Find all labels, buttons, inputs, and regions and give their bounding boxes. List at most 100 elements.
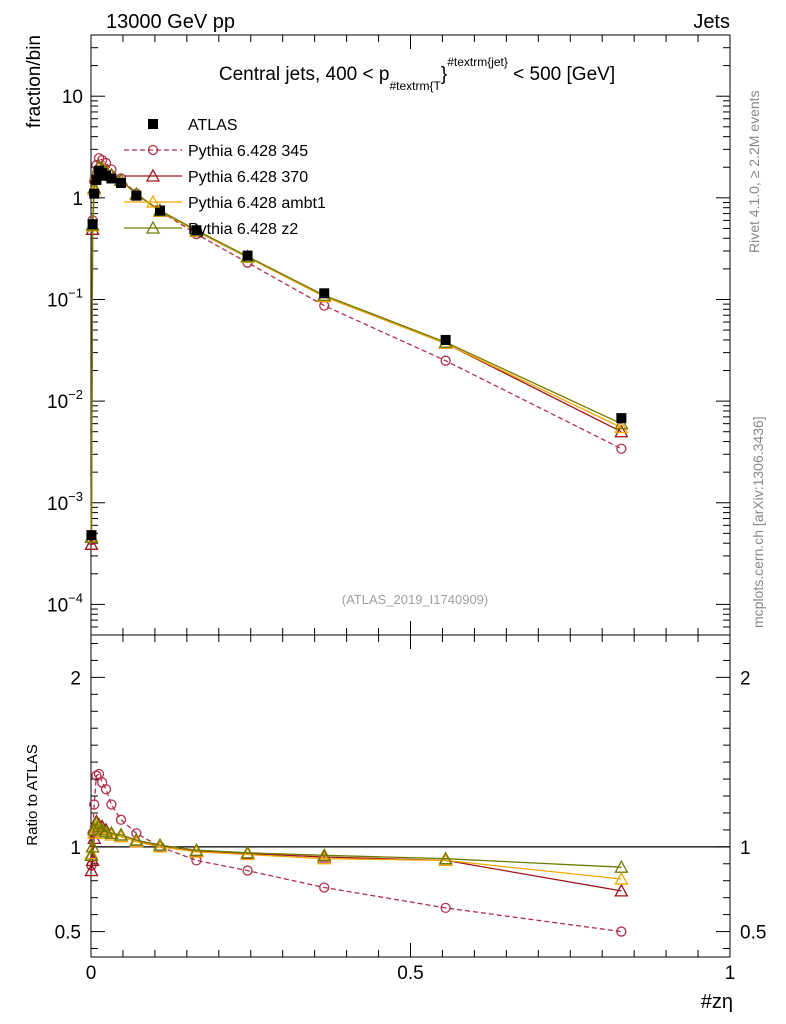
ratio-series-pythia-6-428-ambt1 — [84, 819, 629, 885]
ratio-point — [317, 851, 332, 865]
main-y-tick-label-value: 10 — [62, 87, 83, 108]
legend-label: Pythia 6.428 ambt1 — [188, 195, 326, 212]
ratio-point — [115, 814, 127, 825]
main-y-axis-label: fraction/bin — [24, 35, 45, 128]
main-y-tick-label: 10 — [62, 87, 83, 108]
ratio-y-tick-label: 1 — [70, 838, 81, 859]
series-pythia-6-428-345 — [86, 153, 627, 546]
mcplots-credit-label: mcplots.cern.ch [arXiv:1306.3436] — [750, 416, 766, 628]
ratio-y-axis-label: Ratio to ATLAS — [24, 744, 41, 845]
title-end: < 500 [GeV] — [508, 64, 615, 85]
header-right: Jets — [693, 11, 730, 33]
ratio-series-line — [90, 773, 622, 933]
series-pythia-6-428-ambt1 — [84, 159, 629, 543]
ratio-point — [438, 853, 453, 867]
main-y-tick-label-value: 1 — [72, 189, 83, 210]
ratio-point — [91, 819, 107, 833]
data-point — [116, 177, 127, 188]
data-point — [155, 205, 166, 216]
data-point — [614, 420, 629, 434]
legend-entry-pythia-6-428-345: Pythia 6.428 345 — [124, 143, 308, 160]
rivet-version-label: Rivet 4.1.0, ≥ 2.2M events — [746, 90, 762, 253]
ratio-y-tick-label: 0.5 — [55, 923, 81, 944]
ratio-point — [614, 871, 629, 885]
series-line — [90, 165, 622, 538]
series-line — [90, 166, 622, 538]
data-point — [86, 530, 97, 541]
title-superscript: #textrm{jet} — [447, 55, 508, 69]
ratio-point — [84, 846, 99, 860]
main-y-tick-label: 10−2 — [47, 387, 83, 413]
legend-label: Pythia 6.428 345 — [188, 143, 308, 160]
title-main-text: Central jets, 400 < p — [219, 64, 390, 85]
main-y-tick-label: 1 — [72, 189, 83, 210]
ratio-point — [317, 847, 332, 861]
ratio-series-pythia-6-428-z2 — [84, 815, 629, 873]
ratio-point — [106, 799, 117, 810]
ratio-point — [84, 847, 99, 861]
data-point — [440, 334, 451, 345]
main-title: Central jets, 400 < p#textrm{T}#textrm{j… — [219, 55, 615, 93]
ratio-point — [152, 839, 168, 853]
data-point — [614, 424, 629, 438]
ratio-point — [240, 845, 255, 859]
main-y-tick-label-base: 10 — [47, 290, 68, 311]
analysis-watermark: (ATLAS_2019_I1740909) — [342, 592, 488, 607]
ratio-series-line — [90, 821, 622, 868]
legend-marker — [147, 144, 159, 156]
legend-marker — [145, 194, 161, 208]
x-tick-label: 0.5 — [397, 963, 423, 984]
ratio-point — [614, 859, 629, 873]
main-y-tick-label-exp: −2 — [68, 387, 83, 402]
data-point — [614, 416, 629, 430]
ratio-point — [616, 926, 627, 937]
ratio-point — [113, 827, 129, 841]
ratio-y-tick-label: 2 — [70, 668, 81, 689]
legend-entry-pythia-6-428-ambt1: Pythia 6.428 ambt1 — [124, 194, 326, 212]
x-tick-label: 1 — [725, 963, 736, 984]
ratio-plot-frame — [90, 634, 731, 958]
ratio-y-tick-label-right: 1 — [740, 838, 751, 859]
ratio-series-line — [90, 825, 622, 880]
ratio-panel: Ratio to ATLAS #zη 0 0.5 10.5 0.51 12 2 — [24, 634, 766, 1013]
ratio-y-tick-label-right: 0.5 — [740, 923, 766, 944]
data-point — [440, 355, 451, 366]
legend-entry-pythia-6-428-z2: Pythia 6.428 z2 — [124, 220, 298, 238]
ratio-point — [131, 828, 142, 839]
ratio-point — [100, 784, 112, 795]
legend-entry-pythia-6-428-370: Pythia 6.428 370 — [124, 168, 308, 186]
data-point — [616, 413, 627, 424]
ratio-point — [87, 822, 102, 836]
ratio-series-pythia-6-428-345 — [86, 768, 627, 937]
series-pythia-6-428-370 — [84, 158, 629, 550]
ratio-point — [97, 777, 108, 788]
legend-label: Pythia 6.428 z2 — [188, 221, 298, 238]
title-brace: } — [441, 64, 447, 85]
data-point — [191, 225, 202, 236]
main-y-tick-label: 10−4 — [47, 590, 83, 616]
ratio-point — [129, 832, 144, 846]
legend-label: Pythia 6.428 370 — [188, 169, 308, 186]
ratio-point — [189, 844, 204, 858]
main-y-tick-label-base: 10 — [47, 595, 68, 616]
data-point — [87, 219, 98, 230]
legend-entry-atlas: ATLAS — [148, 117, 238, 134]
ratio-point — [242, 865, 253, 876]
legend-marker — [145, 220, 161, 234]
data-point — [106, 173, 117, 184]
ratio-point — [319, 882, 330, 893]
main-y-tick-label-base: 10 — [47, 392, 68, 413]
ratio-point — [317, 849, 332, 863]
data-point — [242, 250, 253, 261]
main-plot-frame — [90, 34, 731, 636]
data-point — [131, 190, 142, 201]
ratio-point — [93, 768, 105, 780]
main-y-tick-label-exp: −4 — [68, 590, 83, 605]
data-point — [616, 443, 627, 454]
ratio-point — [89, 799, 100, 810]
legend-marker — [145, 168, 161, 182]
ratio-point — [438, 851, 453, 865]
ratio-point — [152, 837, 168, 851]
ratio-point — [104, 825, 119, 839]
